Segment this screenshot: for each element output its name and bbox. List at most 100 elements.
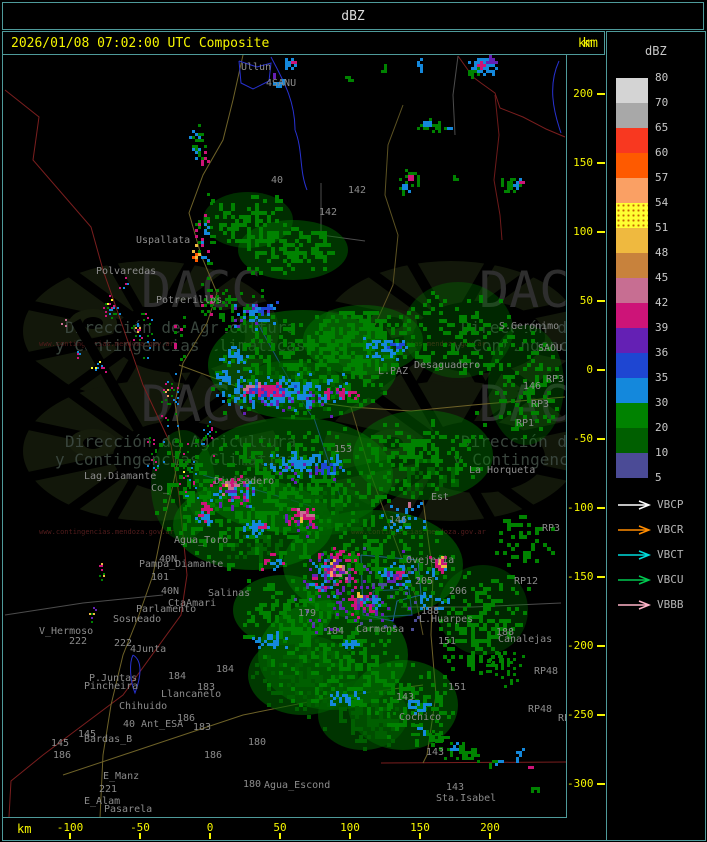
map-place-label: 153 — [334, 444, 352, 455]
scale-value-label: 51 — [655, 221, 669, 234]
right-axis-tick — [597, 300, 605, 302]
vector-arrow-icon — [618, 575, 652, 585]
map-place-label: 143 — [446, 782, 464, 793]
vector-legend-item: VBCR — [615, 523, 705, 537]
map-place-label: Carmensa — [356, 624, 404, 635]
bottom-axis-tick-label: 50 — [273, 821, 287, 834]
right-axis-tick-label: -300 — [567, 777, 594, 790]
bottom-axis-tick — [419, 833, 421, 839]
bottom-axis-tick — [69, 833, 71, 839]
right-axis-tick-label: 50 — [579, 294, 593, 307]
page-title: dBZ — [341, 8, 365, 24]
scale-swatch — [616, 228, 648, 253]
map-place-label: 184 — [216, 664, 234, 675]
right-axis-tick-label: -100 — [567, 501, 594, 514]
scale-swatch — [616, 128, 648, 153]
map-place-label: Bardas_B — [84, 734, 132, 745]
scale-swatch — [616, 103, 648, 128]
bottom-axis-tick-label: 200 — [480, 821, 500, 834]
bottom-axis-tick-label: 100 — [340, 821, 360, 834]
scale-swatch — [616, 353, 648, 378]
scale-value-label: 30 — [655, 396, 669, 409]
map-place-label: Polvaredas — [96, 266, 156, 277]
scale-swatch — [616, 428, 648, 453]
svg-text:DACC: DACC — [141, 261, 261, 319]
map-place-label: Parlamento — [136, 604, 196, 615]
map-place-label: 145 — [78, 729, 96, 740]
map-place-label: Ovejeria — [406, 555, 454, 566]
scale-swatch — [616, 303, 648, 328]
map-place-label: CtaAmari — [168, 598, 216, 609]
scale-value-label: 80 — [655, 71, 669, 84]
scale-swatch — [616, 178, 648, 203]
bottom-axis-tick — [489, 833, 491, 839]
svg-text:y Contingencias Climáticas: y Contingencias Climáticas — [55, 336, 305, 355]
map-place-label: RP1 — [516, 418, 534, 429]
right-axis-tick — [597, 645, 605, 647]
map-place-label: 40N — [159, 554, 177, 565]
scale-value-label: 54 — [655, 196, 669, 209]
map-place-label: 40N — [161, 586, 179, 597]
bottom-axis-tick — [209, 833, 211, 839]
vector-legend-item: VBBB — [615, 598, 705, 612]
vector-legend-item: VBCP — [615, 498, 705, 512]
map-place-label: 179 — [298, 608, 316, 619]
right-axis-tick-label: -200 — [567, 639, 594, 652]
radar-echo-layer — [61, 55, 559, 793]
svg-text:Dirección de Agricultura: Dirección de Agricultura — [461, 432, 566, 451]
bottom-axis-tick-label: -100 — [56, 821, 84, 834]
right-axis-tick — [597, 576, 605, 578]
right-axis-tick — [597, 162, 605, 164]
map-place-label: 146 — [389, 515, 407, 526]
scale-value-label: 39 — [655, 321, 669, 334]
map-place-label: S.Geronimo — [499, 321, 559, 332]
vector-legend-item: VBCU — [615, 573, 705, 587]
scale-value-label: 60 — [655, 146, 669, 159]
map-place-label: Chihuido — [119, 701, 167, 712]
timestamp: 2026/01/08 07:02:00 UTC Composite — [11, 35, 270, 51]
map-place-label: E_Manz — [103, 771, 139, 782]
right-axis-tick — [597, 438, 605, 440]
right-axis-unit: km — [578, 36, 593, 50]
right-axis-tick — [597, 783, 605, 785]
map-place-label: 184 — [168, 671, 186, 682]
scale-swatch — [616, 78, 648, 103]
scale-swatch — [616, 203, 648, 228]
vector-label: VBCT — [657, 548, 684, 561]
right-axis-tick — [597, 507, 605, 509]
map-place-label: Lag.Diamante — [84, 471, 156, 482]
map-place-label: 151 — [438, 636, 456, 647]
bottom-axis-tick — [349, 833, 351, 839]
right-axis-tick — [597, 369, 605, 371]
vector-arrow-icon — [618, 525, 652, 535]
scale-swatch — [616, 253, 648, 278]
map-place-label: Uspallata — [136, 235, 190, 246]
title-bar: dBZ — [2, 2, 704, 30]
map-place-label: 146 — [523, 381, 541, 392]
map-place-label: 183 — [197, 682, 215, 693]
map-place-label: Co_ — [151, 483, 170, 494]
map-place-label: 184 — [326, 626, 344, 637]
scale-swatch — [616, 378, 648, 403]
map-place-label: Salinas — [208, 588, 250, 599]
map-place-label: 188 — [496, 627, 514, 638]
map-place-label: RP3 — [542, 523, 560, 534]
header-km-unit: km — [582, 36, 598, 51]
map-place-label: 186 — [177, 713, 195, 724]
header-bar: 2026/01/08 07:02:00 UTC Composite km — [2, 31, 605, 55]
map-place-label: 142 — [348, 185, 366, 196]
dbz-scale-panel: dBZ 80 70 65 60 57 54 51 48 45 42 39 36 35 30 20 10 5 VBC… — [606, 31, 706, 841]
map-place-label: 205 — [415, 576, 433, 587]
svg-text:www.contingencias.mendoza.gov.: www.contingencias.mendoza.gov.ar — [351, 528, 486, 536]
map-place-label: L.Huarpes — [419, 614, 473, 625]
map-place-label: Potrerillos — [156, 295, 222, 306]
right-axis-tick-label: -50 — [573, 432, 593, 445]
map-place-label: RP48 — [528, 704, 552, 715]
map-place-label: 188 — [421, 606, 439, 617]
right-axis-tick — [597, 714, 605, 716]
map-place-label: L.PAZ — [378, 366, 408, 377]
svg-text:Dirección de Agricultura: Dirección de Agricultura — [65, 318, 296, 337]
map-label-layer: Ullun 4SANU Uspallata Polvaredas Potrerillos… — [39, 62, 566, 815]
map-place-label: 143 — [396, 692, 414, 703]
map-place-label: Pasarela — [104, 804, 152, 815]
